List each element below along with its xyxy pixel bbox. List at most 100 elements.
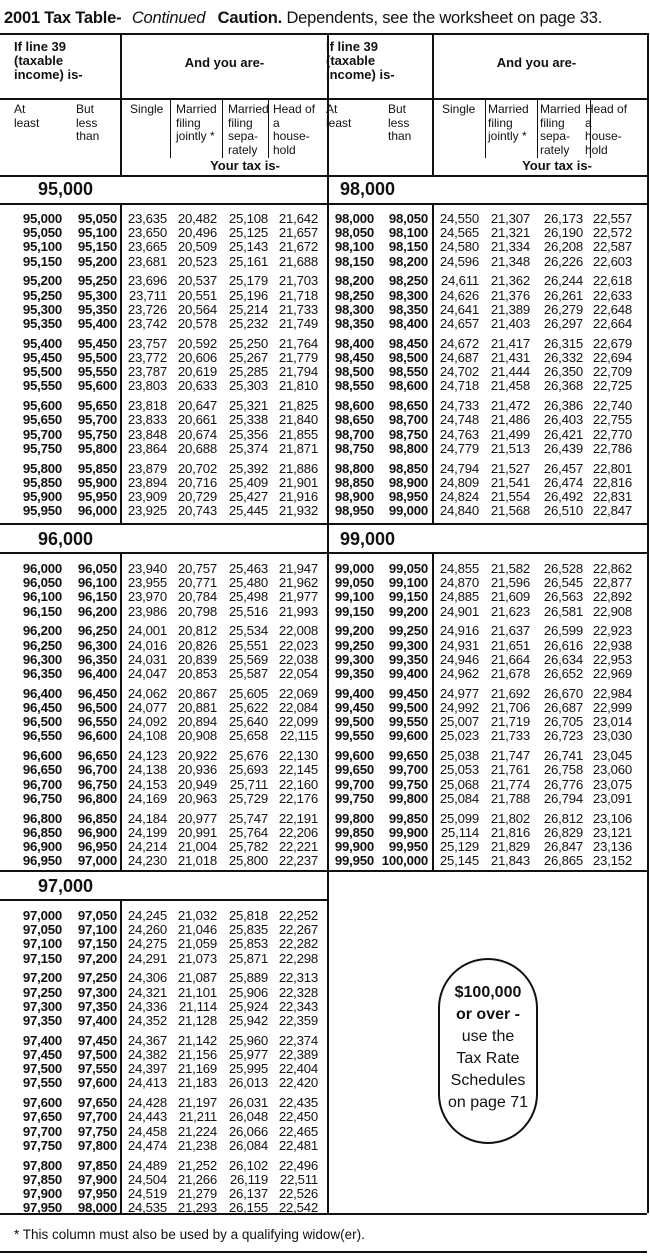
row-tax-married-jointly: 21,499	[490, 426, 530, 442]
row-tax-married-jointly: 21,733	[490, 728, 530, 744]
row-tax-single: 24,870	[439, 575, 479, 591]
row-at-least: 96,400	[22, 685, 62, 701]
row-tax-single: 24,885	[439, 589, 479, 605]
row-tax-single: 23,665	[127, 239, 167, 255]
row-tax-married-jointly: 20,606	[177, 350, 217, 365]
row-but-less-than: 95,650	[77, 398, 117, 414]
row-but-less-than: 96,300	[77, 637, 117, 653]
row-but-less-than: 95,550	[77, 364, 117, 380]
row-tax-head-of-household: 23,014	[592, 714, 632, 730]
row-but-less-than: 99,250	[388, 623, 428, 639]
row-but-less-than: 97,950	[77, 1186, 117, 1201]
row-tax-married-separately: 26,244	[543, 273, 583, 289]
row-tax-married-jointly: 21,224	[177, 1123, 217, 1139]
row-tax-single: 24,138	[127, 762, 167, 778]
row-tax-single: 24,031	[127, 651, 167, 667]
row-tax-married-jointly: 21,747	[490, 748, 530, 764]
row-tax-married-jointly: 21,651	[490, 637, 530, 653]
row-tax-head-of-household: 23,075	[592, 776, 632, 792]
row-tax-head-of-household: 21,749	[278, 316, 318, 331]
and-you-are-header-right: And you are-	[496, 55, 577, 70]
row-tax-single: 24,840	[439, 503, 479, 519]
row-tax-single: 24,535	[127, 1200, 167, 1216]
row-tax-married-jointly: 21,706	[490, 700, 530, 715]
row-tax-married-separately: 26,847	[543, 839, 583, 854]
row-at-least: 97,650	[22, 1109, 62, 1125]
row-tax-head-of-household: 22,862	[592, 561, 632, 576]
row-tax-single: 24,946	[439, 651, 479, 667]
row-tax-married-separately: 25,125	[228, 225, 268, 241]
row-at-least: 96,000	[22, 561, 62, 576]
row-tax-married-jointly: 21,293	[177, 1200, 217, 1216]
row-tax-married-jointly: 21,692	[490, 685, 530, 701]
row-tax-married-separately: 25,321	[228, 398, 268, 414]
row-tax-head-of-household: 22,709	[592, 364, 632, 380]
row-at-least: 96,950	[22, 853, 62, 869]
row-tax-married-separately: 25,995	[228, 1061, 268, 1077]
row-but-less-than: 95,700	[77, 412, 117, 428]
row-at-least: 98,900	[334, 489, 374, 504]
row-but-less-than: 95,150	[77, 239, 117, 255]
row-at-least: 96,600	[22, 748, 62, 764]
divider-line	[647, 33, 649, 1213]
row-tax-single: 25,068	[439, 776, 479, 792]
row-tax-single: 24,397	[127, 1061, 167, 1077]
row-tax-married-separately: 26,794	[543, 790, 583, 806]
row-tax-head-of-household: 21,703	[278, 273, 318, 289]
row-but-less-than: 98,550	[388, 364, 428, 380]
row-tax-married-separately: 26,741	[543, 748, 583, 764]
divider-line	[432, 33, 434, 175]
row-but-less-than: 96,650	[77, 748, 117, 764]
row-at-least: 97,550	[22, 1075, 62, 1091]
row-but-less-than: 99,750	[388, 776, 428, 792]
row-at-least: 99,400	[334, 685, 374, 701]
row-tax-head-of-household: 22,892	[592, 589, 632, 605]
row-at-least: 99,050	[334, 575, 374, 591]
row-tax-married-separately: 26,652	[543, 666, 583, 681]
row-tax-head-of-household: 22,481	[278, 1137, 318, 1153]
row-tax-single: 24,092	[127, 714, 167, 730]
row-tax-married-jointly: 20,551	[177, 287, 217, 303]
row-at-least: 95,850	[22, 474, 62, 490]
row-at-least: 97,700	[22, 1123, 62, 1139]
row-but-less-than: 98,250	[388, 273, 428, 289]
row-tax-single: 24,474	[127, 1137, 167, 1153]
row-tax-married-jointly: 20,812	[177, 623, 217, 639]
row-at-least: 95,200	[22, 273, 62, 289]
row-tax-head-of-household: 21,901	[278, 474, 318, 490]
row-but-less-than: 96,150	[77, 589, 117, 605]
row-tax-married-separately: 25,569	[228, 651, 268, 667]
row-tax-married-separately: 25,729	[228, 790, 268, 806]
row-but-less-than: 99,650	[388, 748, 428, 764]
row-tax-married-separately: 25,409	[228, 474, 268, 490]
row-tax-single: 24,763	[439, 426, 479, 442]
row-tax-single: 24,260	[127, 922, 167, 938]
row-but-less-than: 95,050	[77, 211, 117, 226]
row-tax-single: 24,443	[127, 1109, 167, 1125]
row-tax-head-of-household: 23,091	[592, 790, 632, 806]
row-but-less-than: 99,800	[388, 790, 428, 806]
row-tax-head-of-household: 23,152	[592, 853, 632, 869]
row-at-least: 99,250	[334, 637, 374, 653]
row-but-less-than: 95,950	[77, 489, 117, 504]
row-at-least: 99,850	[334, 824, 374, 840]
row-tax-married-jointly: 21,802	[490, 810, 530, 826]
row-tax-head-of-household: 21,840	[278, 412, 318, 428]
row-tax-married-jointly: 21,678	[490, 666, 530, 681]
section-label: 99,000	[340, 529, 396, 549]
row-tax-head-of-household: 22,847	[592, 503, 632, 519]
row-tax-married-separately: 25,232	[228, 316, 268, 331]
row-tax-married-jointly: 21,279	[177, 1186, 217, 1201]
row-tax-married-separately: 26,297	[543, 316, 583, 331]
row-at-least: 95,600	[22, 398, 62, 414]
row-tax-married-separately: 26,439	[543, 440, 583, 456]
row-but-less-than: 99,400	[388, 666, 428, 681]
row-tax-single: 23,848	[127, 426, 167, 442]
row-tax-married-separately: 26,332	[543, 350, 583, 365]
col-but-less-than-right: But less than	[388, 102, 412, 143]
row-tax-head-of-household: 22,374	[278, 1032, 318, 1048]
row-at-least: 99,950	[334, 853, 374, 869]
row-tax-married-separately: 26,315	[543, 335, 583, 351]
row-at-least: 97,300	[22, 998, 62, 1014]
row-tax-married-separately: 25,818	[228, 908, 268, 923]
